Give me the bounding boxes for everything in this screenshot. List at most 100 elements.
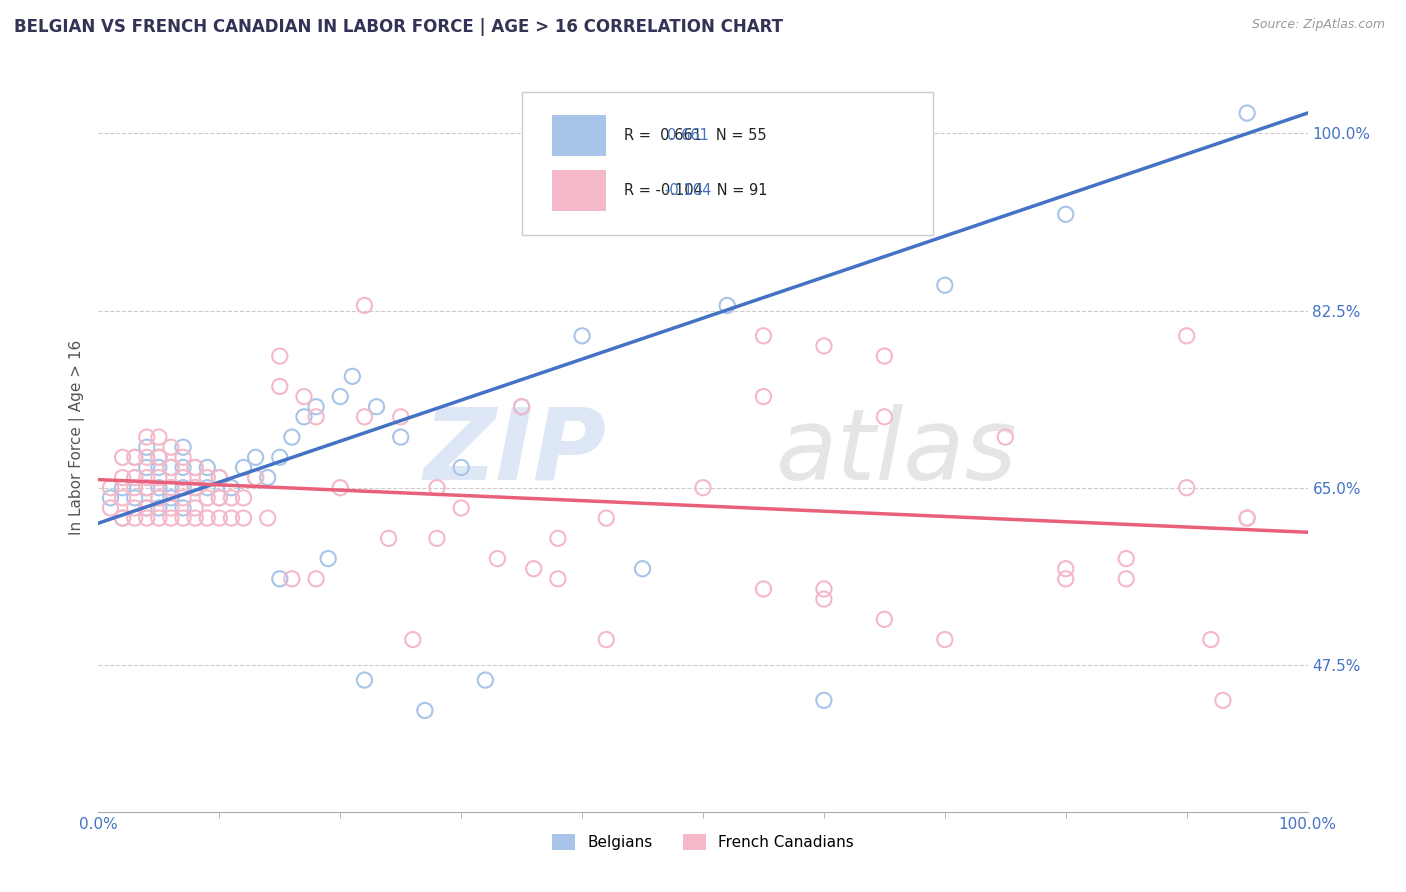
Point <box>813 339 835 353</box>
Point <box>148 470 170 484</box>
Point <box>221 511 243 525</box>
Point <box>305 572 328 586</box>
Point <box>195 491 218 505</box>
Point <box>148 491 170 505</box>
Point <box>547 572 569 586</box>
Point <box>124 450 146 465</box>
Point <box>208 470 231 484</box>
Point <box>208 470 231 484</box>
Point <box>172 470 194 484</box>
Point <box>124 511 146 525</box>
Point <box>342 369 364 384</box>
Point <box>172 481 194 495</box>
Point <box>305 409 328 424</box>
Point <box>195 511 218 525</box>
Point <box>873 409 896 424</box>
Point <box>450 500 472 515</box>
Point <box>510 400 533 414</box>
Y-axis label: In Labor Force | Age > 16: In Labor Force | Age > 16 <box>69 340 84 534</box>
Point <box>329 481 352 495</box>
Point <box>232 491 254 505</box>
Point <box>752 582 775 596</box>
Point <box>486 551 509 566</box>
Point <box>426 481 449 495</box>
Point <box>813 693 835 707</box>
Point <box>124 450 146 465</box>
Bar <box>551 115 606 156</box>
Point <box>1212 693 1234 707</box>
Point <box>232 460 254 475</box>
Point <box>111 511 134 525</box>
Point <box>281 572 304 586</box>
Point <box>232 511 254 525</box>
Point <box>135 500 157 515</box>
Point <box>100 491 122 505</box>
Point <box>752 390 775 404</box>
Point <box>172 440 194 454</box>
Point <box>148 491 170 505</box>
Point <box>353 673 375 687</box>
Legend: Belgians, French Canadians: Belgians, French Canadians <box>546 829 860 856</box>
Point <box>160 440 183 454</box>
Text: ZIP: ZIP <box>423 403 606 500</box>
Point <box>135 430 157 444</box>
Point <box>389 430 412 444</box>
Point <box>595 511 617 525</box>
Point <box>160 481 183 495</box>
Point <box>1115 572 1137 586</box>
Point <box>195 460 218 475</box>
Bar <box>551 169 606 211</box>
Point <box>245 450 267 465</box>
Point <box>389 409 412 424</box>
Point <box>292 390 315 404</box>
Point <box>692 481 714 495</box>
Point <box>1054 207 1077 221</box>
Point <box>124 491 146 505</box>
Point <box>208 491 231 505</box>
Point <box>208 491 231 505</box>
Point <box>111 511 134 525</box>
Point <box>195 470 218 484</box>
Text: -0.104: -0.104 <box>664 183 711 198</box>
FancyBboxPatch shape <box>522 93 932 235</box>
Point <box>994 430 1017 444</box>
Point <box>329 390 352 404</box>
Point <box>195 481 218 495</box>
Point <box>1236 511 1258 525</box>
Point <box>1054 562 1077 576</box>
Point <box>111 491 134 505</box>
Point <box>184 460 207 475</box>
Point <box>1236 511 1258 525</box>
Point <box>160 481 183 495</box>
Point <box>316 551 339 566</box>
Point <box>813 592 835 607</box>
Point <box>135 511 157 525</box>
Point <box>135 500 157 515</box>
Point <box>752 328 775 343</box>
Point <box>269 379 291 393</box>
Point <box>595 632 617 647</box>
Point <box>426 532 449 546</box>
Point <box>124 481 146 495</box>
Point <box>269 349 291 363</box>
Point <box>184 511 207 525</box>
Text: Source: ZipAtlas.com: Source: ZipAtlas.com <box>1251 18 1385 31</box>
Point <box>148 450 170 465</box>
Point <box>111 481 134 495</box>
Point <box>135 450 157 465</box>
Point <box>208 511 231 525</box>
Point <box>172 491 194 505</box>
Point <box>221 491 243 505</box>
Point <box>245 470 267 484</box>
Point <box>813 582 835 596</box>
Point <box>160 511 183 525</box>
Point <box>148 460 170 475</box>
Point <box>523 562 546 576</box>
Point <box>547 532 569 546</box>
Point <box>100 481 122 495</box>
Point <box>1054 572 1077 586</box>
Point <box>184 481 207 495</box>
Point <box>245 470 267 484</box>
Point <box>353 409 375 424</box>
Text: 0.661: 0.661 <box>666 128 709 144</box>
